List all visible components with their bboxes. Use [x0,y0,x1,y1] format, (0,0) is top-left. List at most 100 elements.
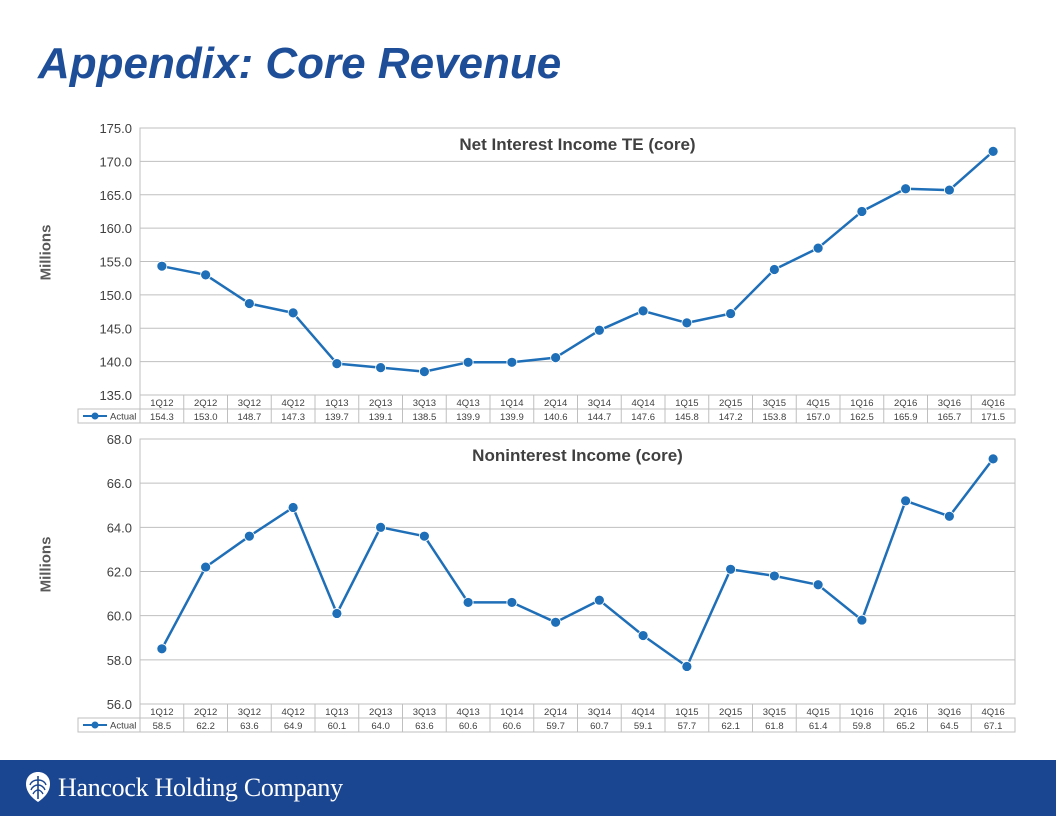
chart-2-table-value: 59.8 [853,721,872,732]
chart-2-data-point [593,594,605,606]
chart-1-ytick-label: 170.0 [99,154,132,169]
chart-2-legend-marker [91,721,99,729]
chart-1-data-point [462,356,474,368]
chart-2-data-point [156,643,168,655]
chart-2-category-label: 2Q12 [194,707,217,718]
chart-2-category-label: 3Q15 [763,707,786,718]
chart-1-table-value: 139.9 [456,412,480,423]
chart-1-table-value: 148.7 [237,412,261,423]
chart-1-data-point [593,324,605,336]
chart-1-ytick-label: 140.0 [99,355,132,370]
chart-1-data-point [550,352,562,364]
chart-1-data-point [331,358,343,370]
chart-1-table-value: 144.7 [587,412,611,423]
chart-2-category-label: 1Q12 [150,707,173,718]
chart-2-table-border [77,717,1016,733]
chart-1-table-value: 171.5 [981,412,1005,423]
chart-1-data-point [375,362,387,374]
chart-2-table-value: 64.5 [940,721,959,732]
chart-2-table-value: 65.2 [896,721,915,732]
chart-1-data-point [418,366,430,378]
chart-1-data-point [987,145,999,157]
chart-1-table-value: 153.0 [194,412,218,423]
chart-2-data-point [812,579,824,591]
chart-2-category-label: 4Q16 [982,707,1005,718]
chart-1-category-label: 2Q16 [894,398,917,409]
chart-1-category-label: 4Q13 [457,398,480,409]
chart-2-category-label: 3Q12 [238,707,261,718]
chart-2-table-value: 57.7 [678,721,697,732]
chart-2-ytick-label: 56.0 [107,697,132,712]
chart-2-data-point [900,495,912,507]
chart-1-data-point [768,264,780,275]
chart-2-category-label: 2Q14 [544,707,567,718]
chart-2-table-value: 60.7 [590,721,609,732]
chart-1-ytick-label: 135.0 [99,388,132,403]
chart-2-category-label: 4Q14 [632,707,655,718]
chart-2-table-value: 64.0 [371,721,390,732]
chart-2-data-point [856,614,868,626]
chart-1-table-value: 145.8 [675,412,699,423]
company-name: Hancock Holding Company [58,773,343,802]
chart-2-data-point [506,597,518,608]
chart-1-table-value: 153.8 [762,412,786,423]
chart-1-category-label: 3Q15 [763,398,786,409]
chart-1-data-point [856,206,868,217]
chart-1-data-point [900,183,912,195]
chart-1-table-value: 138.5 [412,412,436,423]
chart-1-legend-label: Actual [110,412,136,423]
chart-2-category-label: 1Q16 [850,707,873,718]
chart-1-ytick-label: 175.0 [99,121,132,136]
chart-2-category-label: 1Q13 [325,707,348,718]
chart-2-data-point [200,561,212,573]
chart-1-table-value: 162.5 [850,412,874,423]
chart-1-category-label: 1Q14 [500,398,523,409]
chart-1-data-point [200,269,212,281]
chart-1-category-label: 4Q12 [282,398,305,409]
chart-1-table-value: 139.7 [325,412,349,423]
chart-1-data-point [812,242,824,254]
chart-2-table-value: 59.1 [634,721,653,732]
chart-1-category-label: 3Q12 [238,398,261,409]
chart-2-data-point [331,608,343,619]
noninterest-income-chart: 56.0 58.0 60.0 62.0 64.0 66.0 68.0 Noninterest … [77,432,1016,733]
chart-2-title: Noninterest Income (core) [472,446,683,465]
chart-2-table-value: 64.9 [284,721,303,732]
chart-1-data-point [156,260,168,272]
hancock-shield-icon [26,772,50,802]
chart-1-series-line [161,150,994,373]
chart-2-category-label: 4Q15 [807,707,830,718]
chart-1-table-value: 147.2 [719,412,743,423]
chart-2-data-point [462,597,474,608]
chart-1-legend-marker [91,412,99,420]
chart-2-category-label: 1Q15 [675,707,698,718]
chart-1-data-point [681,317,693,329]
chart-1-data-point [725,308,737,319]
chart-1-category-label: 4Q15 [807,398,830,409]
chart-2-legend-label: Actual [110,721,136,732]
chart-1-ytick-label: 165.0 [99,188,132,203]
chart-2-data-point [987,453,999,465]
chart-1-table-value: 154.3 [150,412,174,423]
chart-2-table-value: 61.4 [809,721,828,732]
chart-1-table-value: 140.6 [544,412,568,423]
chart-1-data-point [243,298,255,309]
footer-bar: Hancock Holding Company [0,760,1056,816]
chart-2-category-label: 2Q16 [894,707,917,718]
chart-2-ytick-label: 62.0 [107,565,132,580]
chart-2-category-label: 4Q13 [457,707,480,718]
chart-2-category-label: 3Q14 [588,707,611,718]
chart-1-ytick-label: 155.0 [99,255,132,270]
chart-1-category-label: 1Q13 [325,398,348,409]
chart-2-table-value: 60.1 [328,721,347,732]
chart-2-data-point [681,661,693,672]
chart-1-table-value: 147.6 [631,412,655,423]
chart-1-table-border [77,408,1016,424]
chart-2-ytick-label: 64.0 [107,520,132,535]
net-interest-income-chart: 135.0 140.0 145.0 150.0 155.0 160.0 165.0 170.0… [77,121,1016,424]
chart-2-table-value: 67.1 [984,721,1003,732]
chart-1-data-point [943,184,955,196]
chart-1-data-point [506,356,518,368]
chart-2-category-label: 1Q14 [500,707,523,718]
chart-2-data-point [725,563,737,575]
